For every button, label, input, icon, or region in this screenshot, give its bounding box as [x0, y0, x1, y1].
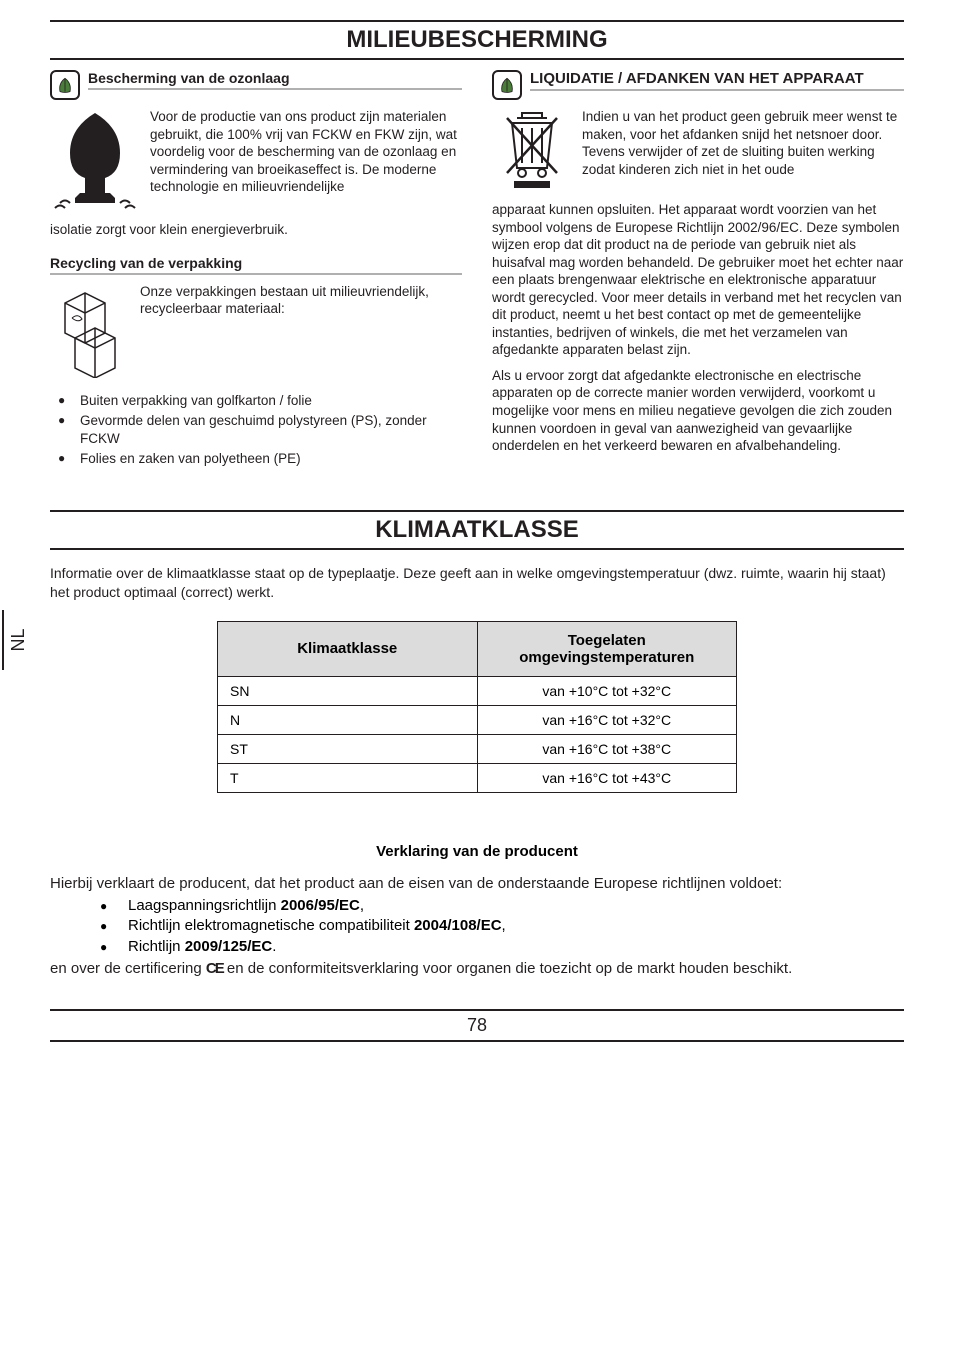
- climate-heading: KLIMAATKLASSE: [50, 510, 904, 550]
- list-item: Folies en zaken van polyetheen (PE): [58, 450, 462, 468]
- table-cell: SN: [218, 676, 478, 705]
- leaf-icon: [50, 70, 80, 100]
- section-title-disposal: LIQUIDATIE / AFDANKEN VAN HET APPARAAT: [530, 70, 904, 91]
- table-cell: T: [218, 763, 478, 792]
- table-row: ST van +16°C tot +38°C: [218, 734, 737, 763]
- section-title-ozone: Bescherming van de ozonlaag: [88, 70, 462, 90]
- table-cell: van +10°C tot +32°C: [477, 676, 737, 705]
- two-column-layout: Bescherming van de ozonlaag Voor de prod…: [50, 70, 904, 470]
- climate-intro: Informatie over de klimaatklasse staat o…: [50, 564, 904, 600]
- climate-table: Klimaatklasse Toegelaten omgevingstemper…: [217, 621, 737, 793]
- table-row: SN van +10°C tot +32°C: [218, 676, 737, 705]
- recycling-bullet-list: Buiten verpakking van golfkarton / folie…: [50, 392, 462, 469]
- table-header-row: Klimaatklasse Toegelaten omgevingstemper…: [218, 621, 737, 676]
- disposal-text-wrap: Indien u van het product geen gebruik me…: [582, 108, 904, 193]
- table-row: N van +16°C tot +32°C: [218, 705, 737, 734]
- table-cell: N: [218, 705, 478, 734]
- declaration-intro: Hierbij verklaart de producent, dat het …: [50, 874, 904, 894]
- disposal-para2: Als u ervoor zorgt dat afgedankte electr…: [492, 367, 904, 455]
- leaf-icon: [492, 70, 522, 100]
- section-header-disposal: LIQUIDATIE / AFDANKEN VAN HET APPARAAT: [492, 70, 904, 100]
- declaration-heading: Verklaring van de producent: [50, 843, 904, 860]
- table-row: T van +16°C tot +43°C: [218, 763, 737, 792]
- page-number: 78: [50, 1009, 904, 1042]
- table-cell: van +16°C tot +38°C: [477, 734, 737, 763]
- list-item: Richtlijn elektromagnetische compatibili…: [100, 916, 904, 936]
- table-cell: van +16°C tot +32°C: [477, 705, 737, 734]
- list-item: Richtlijn 2009/125/EC.: [100, 937, 904, 957]
- main-heading: MILIEUBESCHERMING: [50, 20, 904, 60]
- weee-illustration: [492, 108, 572, 193]
- left-column: Bescherming van de ozonlaag Voor de prod…: [50, 70, 462, 470]
- document-page: MILIEUBESCHERMING Bescherming van de ozo…: [0, 0, 954, 1062]
- declaration-footer: en over de certificering CE en de confor…: [50, 959, 904, 979]
- packaging-illustration: [50, 283, 130, 378]
- disposal-text-after: apparaat kunnen opsluiten. Het apparaat …: [492, 201, 904, 359]
- recycling-content: Onze verpakkingen bestaan uit milieuvrie…: [50, 283, 462, 378]
- section-header-ozone: Bescherming van de ozonlaag: [50, 70, 462, 100]
- ce-mark: CE: [206, 960, 223, 977]
- table-header: Toegelaten omgevingstemperaturen: [477, 621, 737, 676]
- language-tab: NL: [2, 610, 29, 670]
- table-cell: van +16°C tot +43°C: [477, 763, 737, 792]
- right-column: LIQUIDATIE / AFDANKEN VAN HET APPARAAT I…: [492, 70, 904, 470]
- tree-illustration: [50, 108, 140, 213]
- ozone-text-wrap: Voor de productie van ons product zijn m…: [150, 108, 462, 213]
- disposal-content: Indien u van het product geen gebruik me…: [492, 108, 904, 193]
- list-item: Laagspanningsrichtlijn 2006/95/EC,: [100, 896, 904, 916]
- declaration-list: Laagspanningsrichtlijn 2006/95/EC, Richt…: [50, 896, 904, 957]
- table-cell: ST: [218, 734, 478, 763]
- recycling-text: Onze verpakkingen bestaan uit milieuvrie…: [140, 283, 462, 378]
- list-item: Buiten verpakking van golfkarton / folie: [58, 392, 462, 410]
- section-title-recycling: Recycling van de verpakking: [50, 255, 462, 275]
- ozone-content: Voor de productie van ons product zijn m…: [50, 108, 462, 213]
- ozone-text-after: isolatie zorgt voor klein energieverbrui…: [50, 221, 462, 239]
- list-item: Gevormde delen van geschuimd polystyreen…: [58, 412, 462, 448]
- table-header: Klimaatklasse: [218, 621, 478, 676]
